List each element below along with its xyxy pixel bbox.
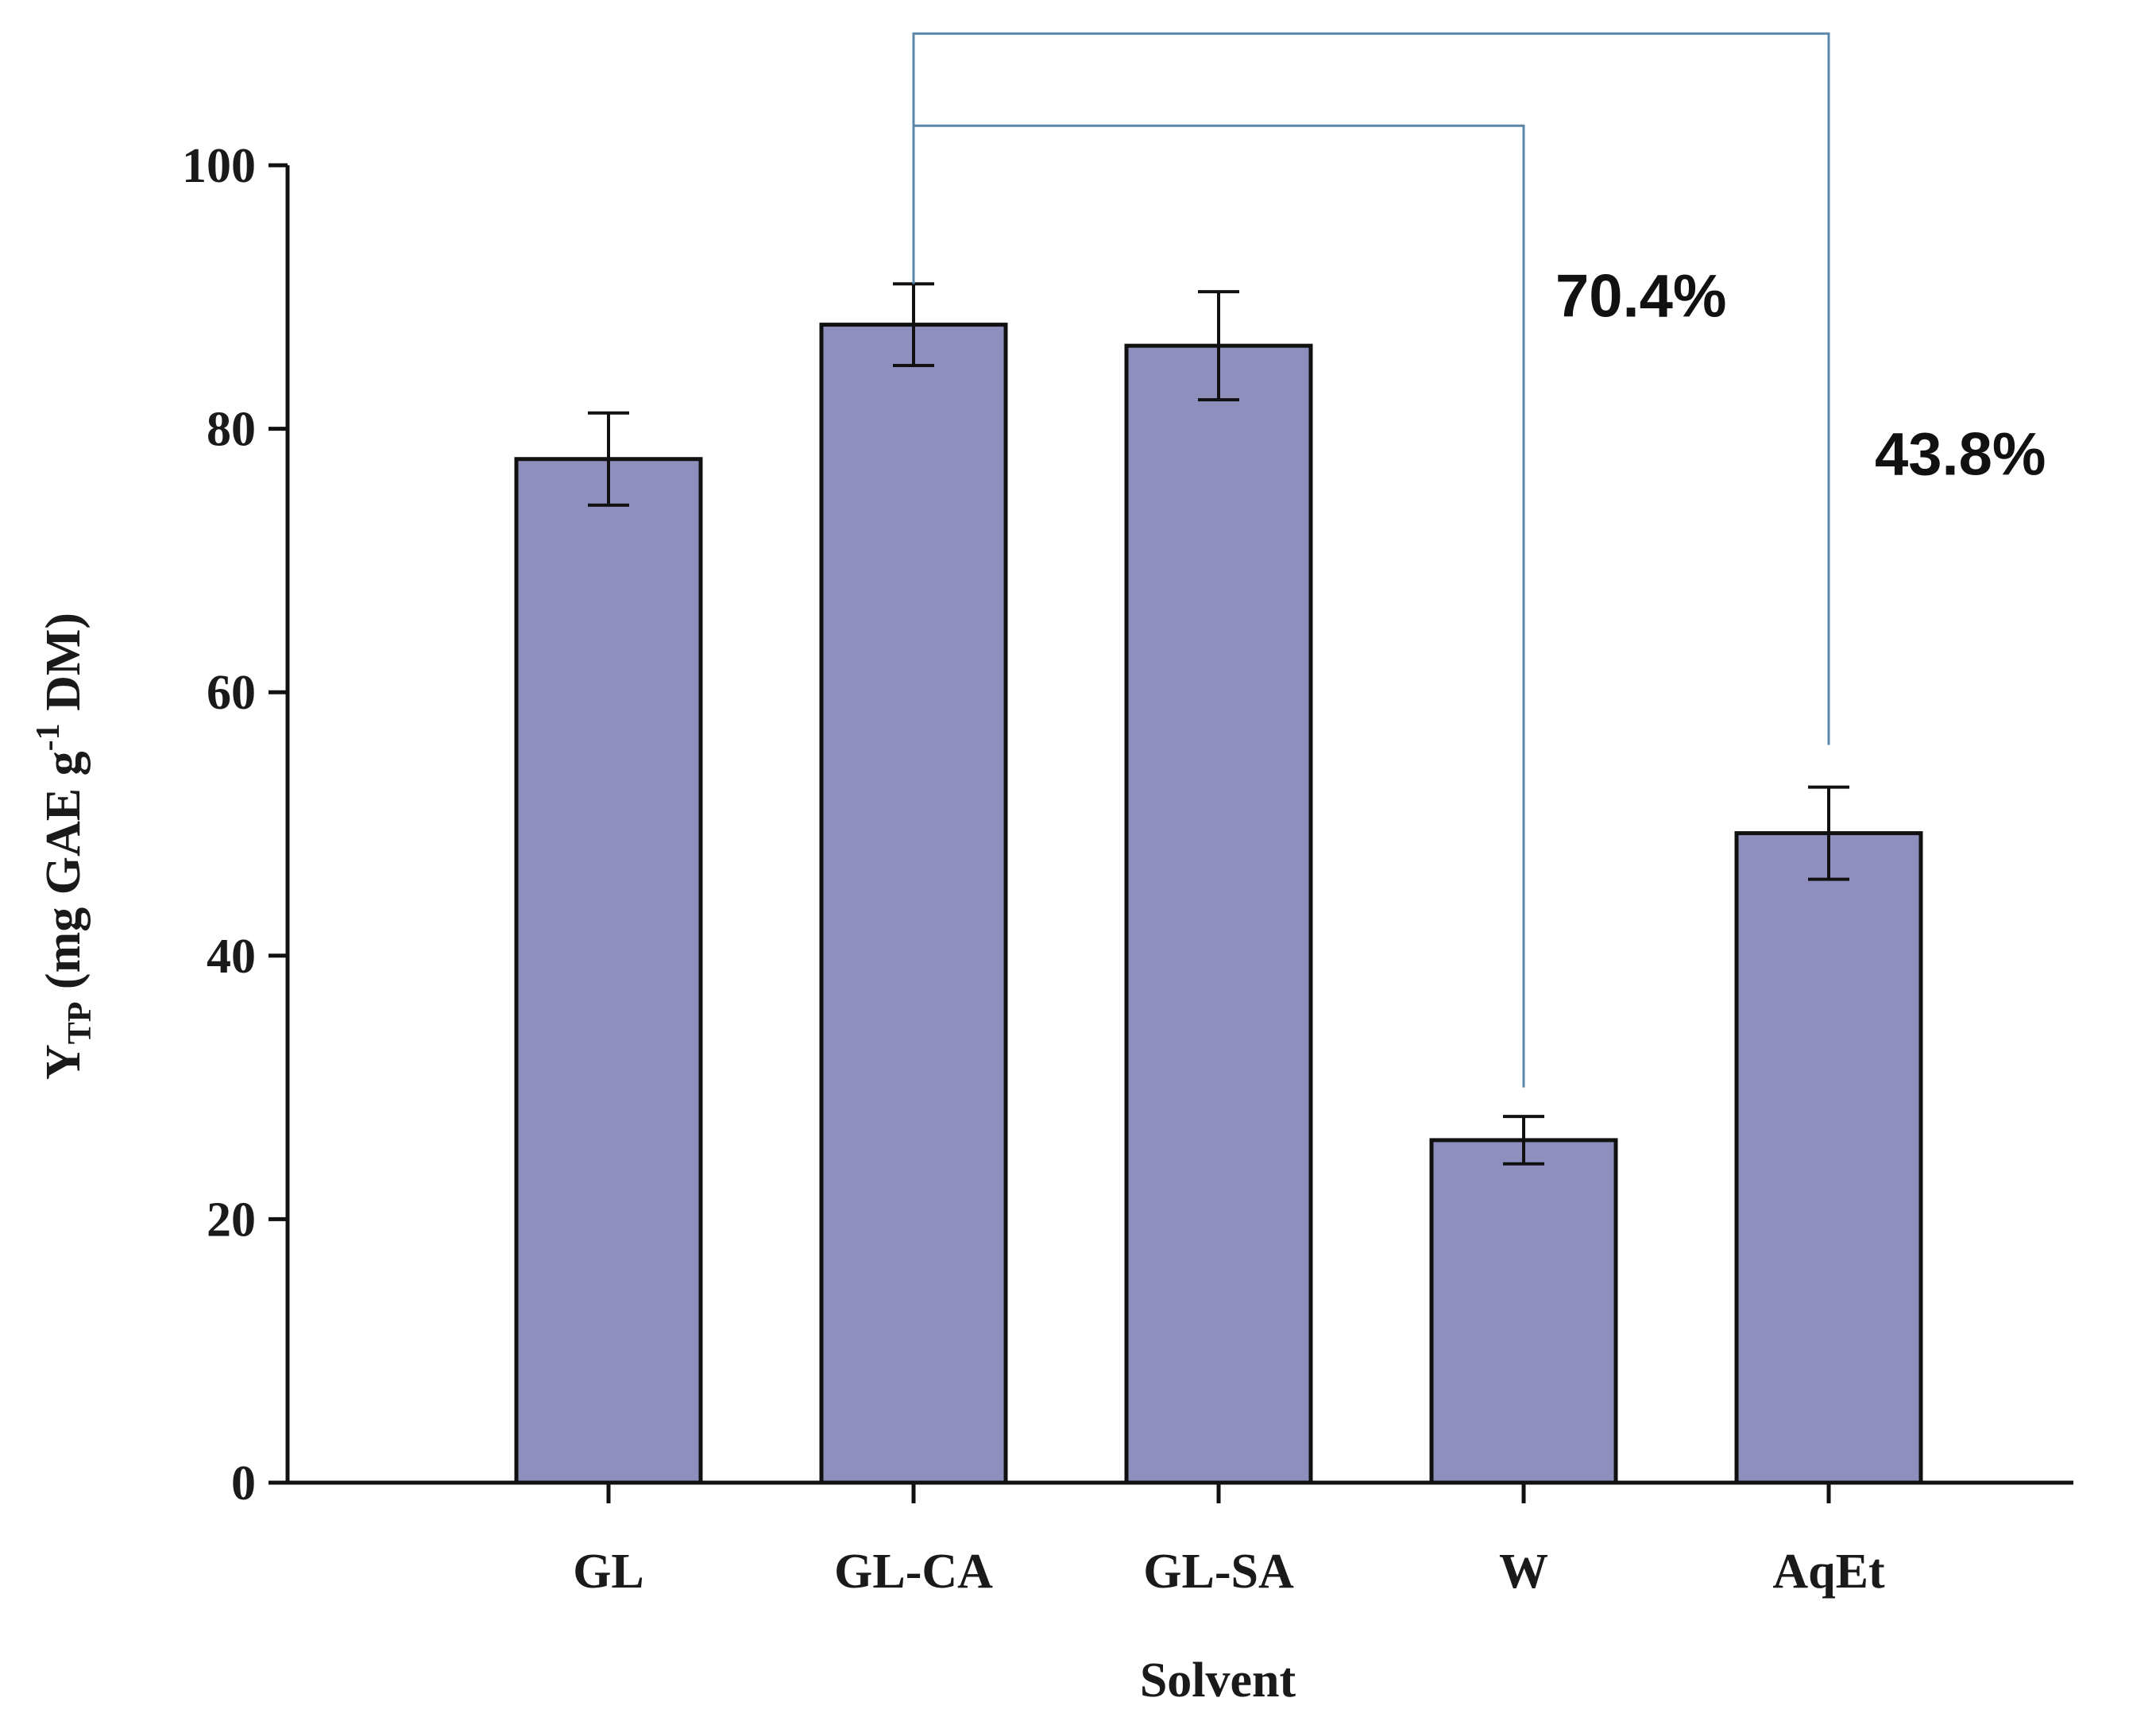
annotation-label-2: 43.8%: [1875, 421, 2046, 489]
annotation-label-1: 70.4%: [1555, 263, 1727, 331]
error-bar-gl: [588, 411, 629, 507]
y-axis-title-prefix: Y: [37, 1044, 91, 1080]
x-tick-label-w: W: [1499, 1545, 1548, 1599]
bar-gl-sa: [1124, 343, 1313, 1485]
x-tick-label-gl-sa: GL-SA: [1143, 1545, 1294, 1599]
bar-w: [1429, 1138, 1618, 1485]
bar-gl-ca: [819, 323, 1008, 1485]
error-bar-gl-sa: [1198, 290, 1239, 402]
y-tick-label-60: 60: [207, 666, 256, 720]
y-tick-label-80: 80: [207, 403, 256, 457]
bar-gl: [514, 457, 703, 1485]
y-axis-title: YTP (mg GAE g-1 DM): [30, 613, 99, 1080]
bracket-gl-ca-to-aqet: [912, 32, 1830, 745]
error-bars: [588, 282, 1849, 1166]
bars: [514, 323, 1923, 1485]
y-axis-ticks: 0 20 40 60 80 100: [182, 139, 288, 1510]
x-axis-ticks: GL GL-CA GL-SA W AqEt: [573, 1483, 1885, 1599]
comparison-brackets: 70.4% 43.8%: [912, 32, 2046, 1088]
y-axis-title-superscript: -1: [30, 723, 67, 751]
y-tick-label-20: 20: [207, 1193, 256, 1247]
y-axis-title-suffix: DM): [37, 613, 91, 723]
y-tick-label-100: 100: [182, 139, 256, 193]
bar-aqet: [1734, 831, 1923, 1485]
x-tick-label-aqet: AqEt: [1772, 1545, 1885, 1599]
y-axis-title-subscript: TP: [62, 1002, 99, 1045]
x-axis-title: Solvent: [1140, 1653, 1296, 1708]
y-axis-title-middle: (mg GAE g: [37, 751, 91, 1001]
y-tick-label-0: 0: [231, 1456, 256, 1510]
y-tick-label-40: 40: [207, 930, 256, 984]
error-bar-aqet: [1808, 785, 1849, 881]
x-tick-label-gl-ca: GL-CA: [834, 1545, 993, 1599]
error-bar-w: [1503, 1115, 1544, 1166]
x-tick-label-gl: GL: [573, 1545, 644, 1599]
